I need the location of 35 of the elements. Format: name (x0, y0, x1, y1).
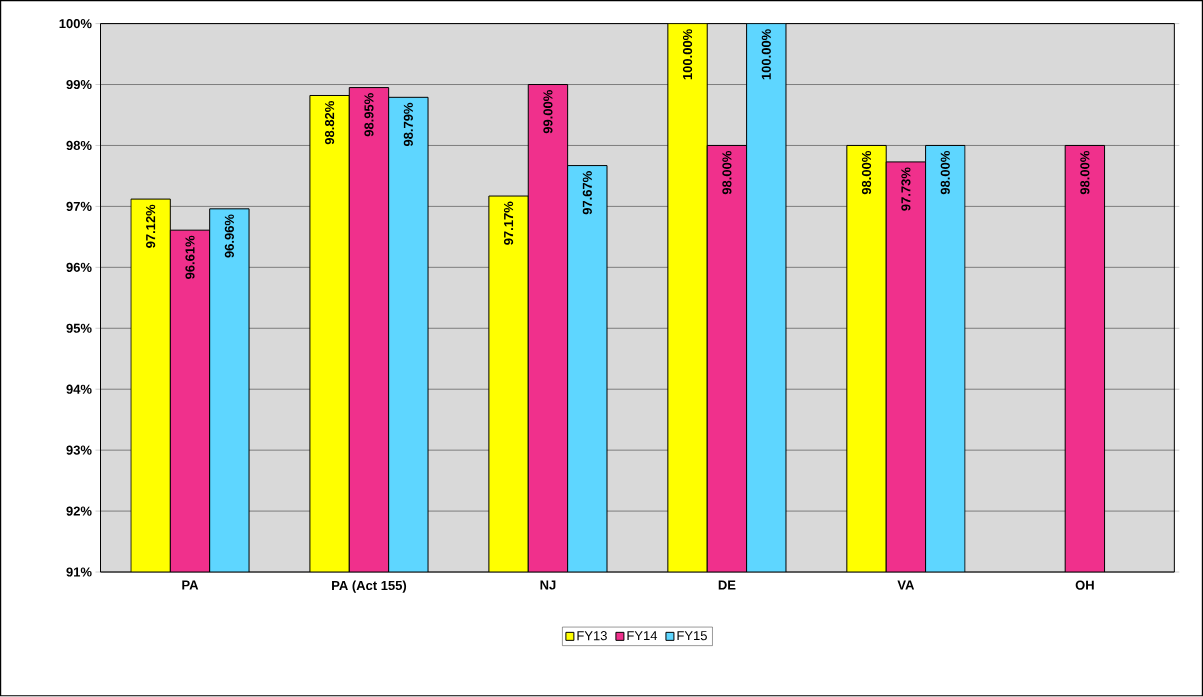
data-label: 99.00% (543, 90, 553, 134)
legend-label: FY13 (577, 631, 607, 641)
data-label: 98.00% (861, 151, 872, 195)
x-tick-label: OH (1075, 580, 1094, 590)
data-label: 98.79% (403, 103, 413, 147)
legend-label: FY14 (627, 631, 658, 641)
data-label: 98.00% (940, 151, 950, 195)
data-label: 98.00% (1080, 151, 1090, 195)
y-tick-label: 96% (66, 262, 92, 273)
y-tick-label: 97% (66, 202, 92, 212)
y-tick-label: 91% (66, 567, 92, 577)
x-tick-label: VA (897, 580, 915, 590)
data-label: 97.12% (146, 204, 156, 249)
y-tick-label: 93% (66, 445, 92, 455)
x-tick-label: PA (Act 155) (332, 580, 407, 593)
data-label: 97.17% (503, 201, 514, 246)
data-label: 97.73% (901, 167, 911, 211)
y-tick-label: 98% (66, 141, 92, 151)
data-label: 100.00% (682, 29, 693, 80)
data-label: 98.82% (324, 101, 335, 145)
x-tick-label: PA (182, 580, 199, 590)
data-label: 98.95% (364, 93, 374, 137)
y-tick-label: 95% (66, 323, 92, 334)
data-label: 98.00% (722, 151, 732, 195)
data-label: 96.61% (185, 235, 195, 280)
x-tick-label: NJ (540, 580, 556, 590)
data-label: 96.96% (224, 214, 234, 258)
y-tick-label: 99% (66, 80, 92, 90)
y-tick-label: 94% (66, 384, 92, 395)
data-label: 97.67% (582, 171, 592, 215)
legend-label: FY15 (677, 631, 707, 641)
y-tick-label: 92% (66, 506, 92, 516)
data-label: 100.00% (761, 29, 771, 80)
y-tick-label: 100% (59, 19, 92, 29)
x-tick-label: DE (718, 580, 736, 590)
